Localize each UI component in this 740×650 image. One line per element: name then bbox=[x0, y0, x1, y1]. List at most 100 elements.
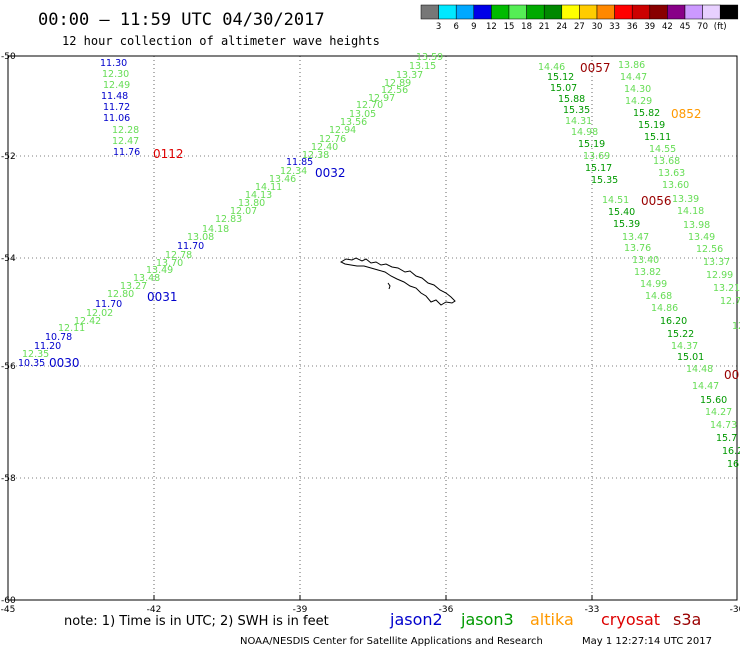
satellite-label-s3a: s3a bbox=[673, 610, 701, 629]
wave-height-value: 14.29 bbox=[625, 96, 652, 107]
wave-height-value: 11.30 bbox=[100, 58, 127, 69]
wave-height-value: 14.31 bbox=[565, 116, 592, 127]
legend-label: 12 bbox=[486, 22, 497, 32]
wave-height-value: 15.7 bbox=[716, 433, 737, 444]
wave-height-value: 12.94 bbox=[329, 125, 356, 136]
wave-height-value: 14.86 bbox=[651, 303, 678, 314]
wave-height-value: 14.18 bbox=[202, 224, 229, 235]
satellite-label-jason2: jason2 bbox=[389, 610, 443, 629]
track-jason3-east-a: 14.4615.1215.0715.8815.3514.3114.9815.19… bbox=[538, 62, 618, 186]
wave-height-value: 13.69 bbox=[583, 151, 610, 162]
wave-height-value: 12.7 bbox=[720, 296, 740, 307]
wave-height-value: 14.47 bbox=[620, 72, 647, 83]
legend-swatch bbox=[420, 4, 439, 20]
wave-height-value: 13.86 bbox=[618, 60, 645, 71]
wave-height-value: 13.40 bbox=[632, 255, 659, 266]
legend-swatch bbox=[702, 4, 721, 20]
plot-border bbox=[7, 55, 738, 601]
legend-swatch bbox=[473, 4, 492, 20]
satellite-label-jason3: jason3 bbox=[460, 610, 514, 629]
y-tick-label: -52 bbox=[1, 152, 16, 162]
map-frame: -45 -42 -39 -36 -33 -30 -50 -52 -54 -56 -58 -60 bbox=[1, 52, 740, 615]
wave-height-value: 14.37 bbox=[671, 341, 698, 352]
wave-height-value: 12.02 bbox=[86, 308, 113, 319]
wave-height-value: 13.39 bbox=[672, 194, 699, 205]
time-label-0112: 0112 bbox=[153, 147, 184, 161]
time-label-0852: 0852 bbox=[671, 107, 702, 121]
legend-label: 3 bbox=[436, 22, 441, 32]
wave-height-value: 12.56 bbox=[696, 244, 723, 255]
wave-height-value: 12.35 bbox=[22, 349, 49, 360]
wave-height-value: 12.56 bbox=[381, 85, 408, 96]
time-label-0031: 0031 bbox=[147, 290, 178, 304]
map-subtitle: 12 hour collection of altimeter wave hei… bbox=[62, 34, 380, 48]
wave-height-value: 16.20 bbox=[660, 316, 687, 327]
wave-height-value: 13.48 bbox=[133, 273, 160, 284]
legend-swatch bbox=[455, 4, 475, 20]
time-label-0032: 0032 bbox=[315, 166, 346, 180]
wave-height-value: 16.2 bbox=[722, 446, 740, 457]
wave-height-value: 11.72 bbox=[103, 102, 130, 113]
wave-height-value: 14.13 bbox=[245, 190, 272, 201]
wave-height-value: 12.30 bbox=[102, 69, 129, 80]
legend-swatch bbox=[667, 4, 686, 20]
satellite-label-altika: altika bbox=[530, 610, 574, 629]
wave-height-value: 13.60 bbox=[662, 180, 689, 191]
wave-height-value: 14.18 bbox=[677, 206, 704, 217]
wave-height-value: 12.38 bbox=[302, 150, 329, 161]
legend-label: 9 bbox=[471, 22, 476, 32]
legend-label: 6 bbox=[453, 22, 458, 32]
wave-height-value: 10.78 bbox=[45, 332, 72, 343]
legend-label: 39 bbox=[644, 22, 655, 32]
legend-swatch bbox=[561, 4, 580, 20]
legend-swatch bbox=[719, 4, 739, 20]
wave-height-value: 12.99 bbox=[706, 270, 733, 281]
wave-height-value: 11.48 bbox=[101, 91, 128, 102]
legend-label: 15 bbox=[504, 22, 515, 32]
data-tracks: 11.3012.3012.4911.4811.7211.0612.2812.47… bbox=[18, 52, 740, 470]
wave-height-value: 13.63 bbox=[658, 168, 685, 179]
wave-height-value: 15.82 bbox=[633, 108, 660, 119]
track-diagonal-upper: 13.5913.1513.3712.8912.5612.9712.7013.05… bbox=[280, 52, 443, 177]
x-tick-label: -45 bbox=[1, 605, 16, 615]
legend-swatch bbox=[438, 4, 457, 20]
wave-height-value: 16 bbox=[727, 459, 739, 470]
wave-height-value: 14.73 bbox=[710, 420, 737, 431]
legend-label: 18 bbox=[521, 22, 532, 32]
y-tick-label: -56 bbox=[1, 362, 16, 372]
satellite-legend: jason2 jason3 altika cryosat s3a bbox=[389, 610, 701, 629]
wave-height-value: 14.55 bbox=[649, 144, 676, 155]
wave-height-value: 14.48 bbox=[686, 364, 713, 375]
wave-height-value: 14.30 bbox=[624, 84, 651, 95]
wave-height-value: 13.08 bbox=[187, 232, 214, 243]
legend-swatch bbox=[526, 4, 545, 20]
wave-height-value: 14.46 bbox=[538, 62, 565, 73]
wave-height-value: 13.59 bbox=[416, 52, 443, 63]
wave-height-value: 11.76 bbox=[113, 147, 140, 158]
map-title: 00:00 – 11:59 UTC 04/30/2017 bbox=[38, 10, 325, 30]
coastline-south-georgia bbox=[339, 257, 456, 306]
wave-height-value: 15.17 bbox=[585, 163, 612, 174]
wave-height-value: 12.89 bbox=[384, 78, 411, 89]
wave-height-value: 14.98 bbox=[571, 127, 598, 138]
wave-height-value: 15.12 bbox=[547, 72, 574, 83]
wave-height-value: 15.19 bbox=[638, 120, 665, 131]
wave-height-value: 15.22 bbox=[667, 329, 694, 340]
x-tick-label: -33 bbox=[585, 605, 600, 615]
time-labels: 0112 0032 0031 0030 0057 0852 0056 00 bbox=[49, 61, 739, 382]
wave-height-value: 13.49 bbox=[146, 265, 173, 276]
legend-swatch bbox=[631, 4, 651, 20]
y-tick-label: -50 bbox=[1, 52, 16, 62]
wave-height-value: 15.11 bbox=[644, 132, 671, 143]
wave-height-value: 13.70 bbox=[156, 258, 183, 269]
wave-height-value: 10.35 bbox=[18, 358, 45, 369]
wave-height-value: 13.80 bbox=[238, 198, 265, 209]
wave-height-value: 12.28 bbox=[112, 125, 139, 136]
footer-timestamp: May 1 12:27:14 UTC 2017 bbox=[582, 636, 712, 647]
wave-height-value: 14.11 bbox=[255, 182, 282, 193]
track-diagonal-middle: 13.4614.1114.1313.8012.0712.8314.1813.08… bbox=[107, 174, 296, 300]
wave-height-value: 13.46 bbox=[269, 174, 296, 185]
x-tick-label: -39 bbox=[293, 605, 308, 615]
